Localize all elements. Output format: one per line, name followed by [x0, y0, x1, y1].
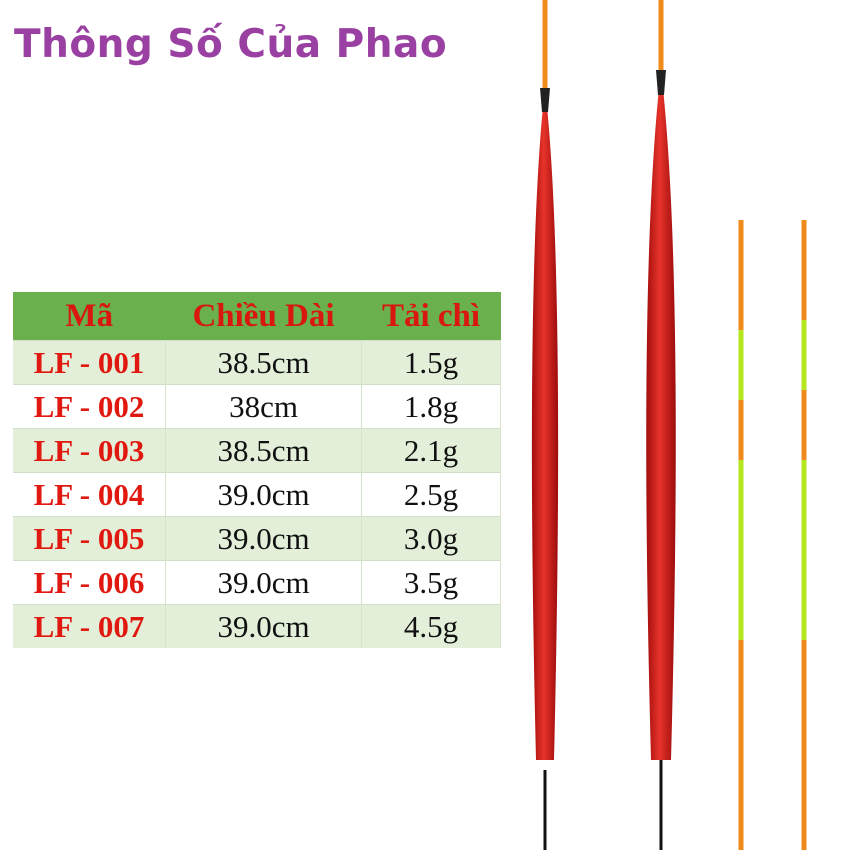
- float-large-2: [646, 0, 676, 850]
- table-row: LF - 001 38.5cm 1.5g: [13, 340, 501, 385]
- table-row: LF - 007 39.0cm 4.5g: [13, 604, 501, 648]
- cell-code: LF - 004: [13, 472, 166, 517]
- header-code: Mã: [13, 292, 166, 341]
- cell-length: 38.5cm: [165, 428, 362, 473]
- cell-weight: 3.0g: [361, 516, 501, 561]
- cell-code: LF - 003: [13, 428, 166, 473]
- cell-length: 38cm: [165, 384, 362, 429]
- table-row: LF - 006 39.0cm 3.5g: [13, 560, 501, 605]
- header-weight: Tải chì: [361, 292, 501, 341]
- cell-code: LF - 001: [13, 340, 166, 385]
- cell-length: 39.0cm: [165, 472, 362, 517]
- cell-code: LF - 005: [13, 516, 166, 561]
- cell-length: 39.0cm: [165, 516, 362, 561]
- spec-table: Mã Chiều Dài Tải chì LF - 001 38.5cm 1.5g …: [13, 292, 501, 648]
- cell-length: 39.0cm: [165, 560, 362, 605]
- cell-length: 39.0cm: [165, 604, 362, 648]
- header-length: Chiều Dài: [165, 292, 362, 341]
- table-row: LF - 004 39.0cm 2.5g: [13, 472, 501, 517]
- cell-code: LF - 006: [13, 560, 166, 605]
- cell-weight: 1.5g: [361, 340, 501, 385]
- table-row: LF - 002 38cm 1.8g: [13, 384, 501, 429]
- cell-weight: 3.5g: [361, 560, 501, 605]
- cell-weight: 2.1g: [361, 428, 501, 473]
- cell-weight: 1.8g: [361, 384, 501, 429]
- table-row: LF - 003 38.5cm 2.1g: [13, 428, 501, 473]
- float-large-1: [531, 0, 559, 850]
- cell-weight: 2.5g: [361, 472, 501, 517]
- page-title: Thông Số Của Phao: [14, 22, 448, 67]
- table-header-row: Mã Chiều Dài Tải chì: [13, 292, 501, 341]
- cell-code: LF - 002: [13, 384, 166, 429]
- cell-weight: 4.5g: [361, 604, 501, 648]
- table-row: LF - 005 39.0cm 3.0g: [13, 516, 501, 561]
- cell-code: LF - 007: [13, 604, 166, 648]
- cell-length: 38.5cm: [165, 340, 362, 385]
